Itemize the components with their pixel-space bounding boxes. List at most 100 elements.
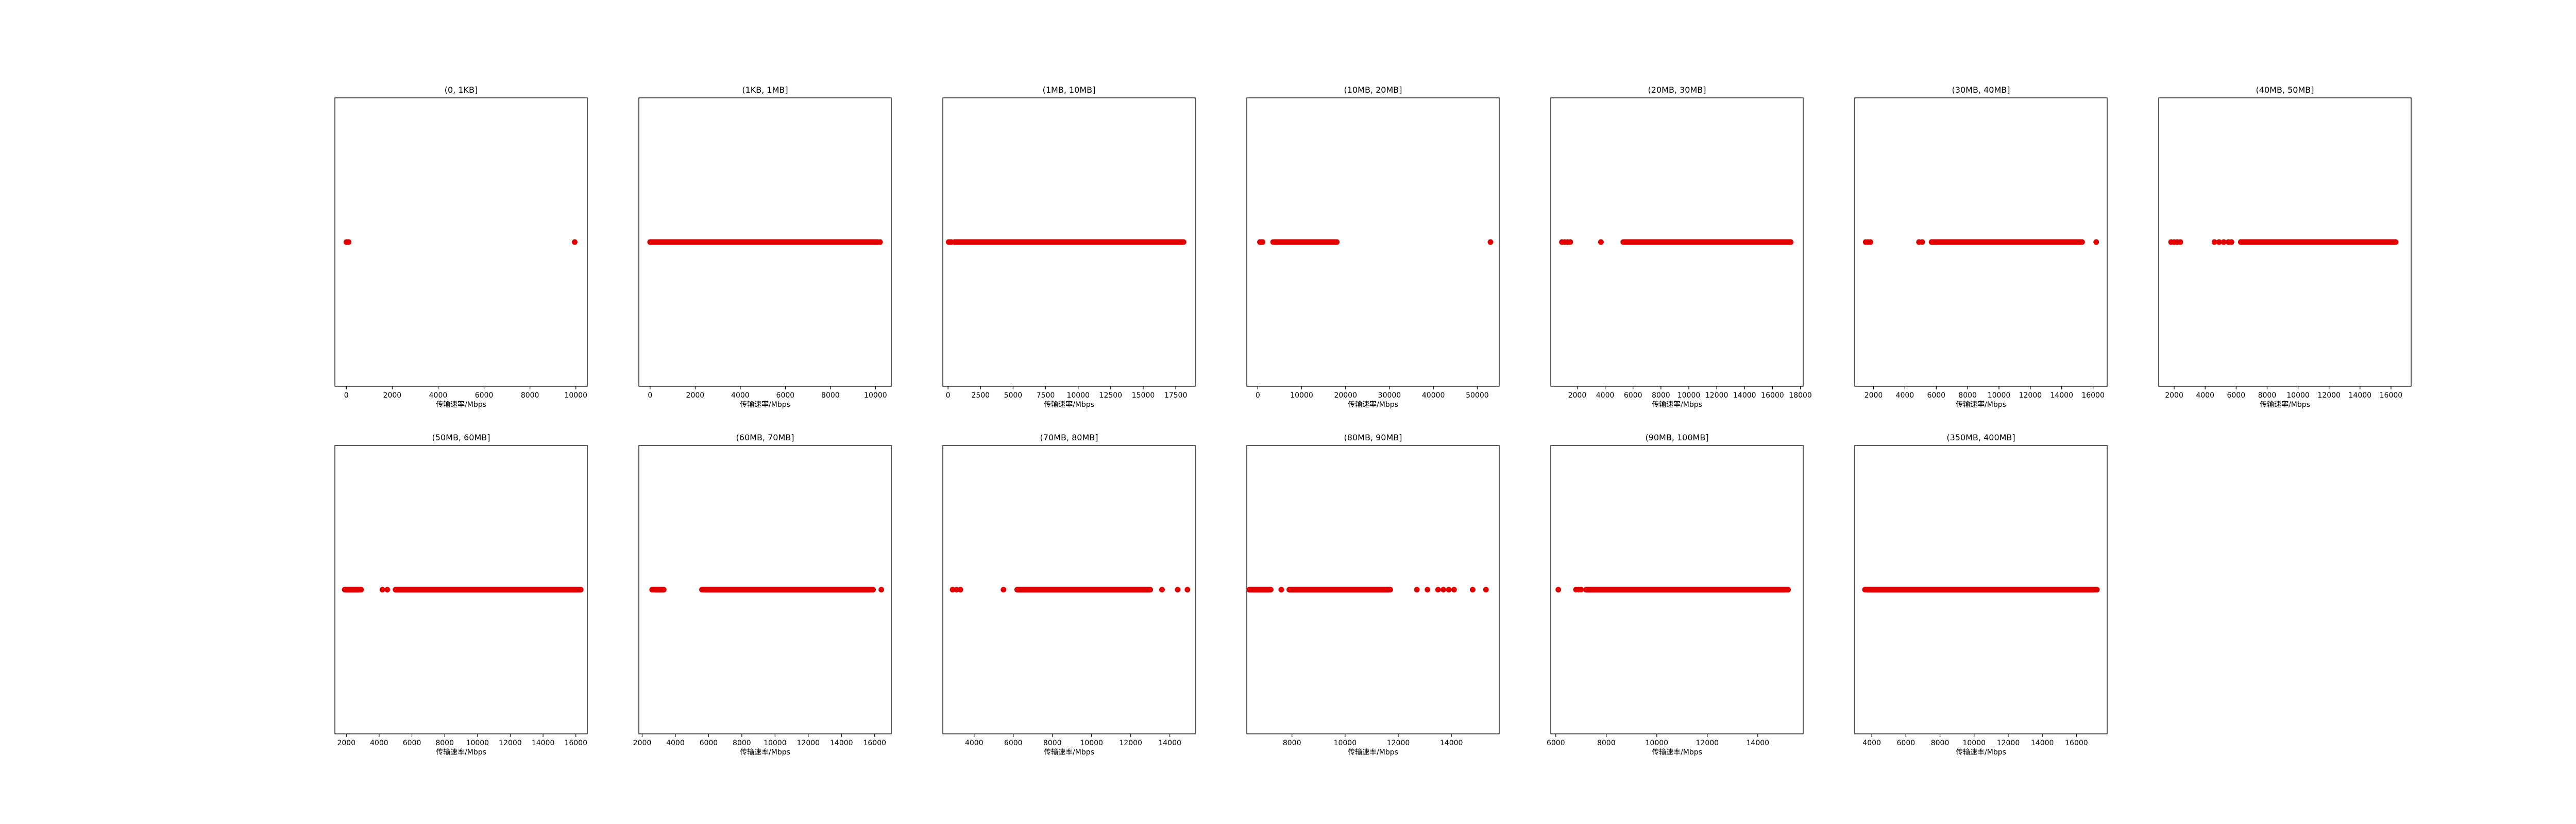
x-tick-label: 0: [344, 391, 349, 400]
data-point: [957, 587, 963, 593]
subplot-title: (1KB, 1MB]: [742, 85, 788, 95]
x-tick-label: 12000: [1696, 739, 1719, 747]
data-point: [2211, 239, 2217, 245]
data-point: [1159, 587, 1165, 593]
x-axis-label: 传输速率/Mbps: [1652, 748, 1702, 757]
axes-frame: [942, 97, 1196, 387]
data-point: [379, 587, 385, 593]
x-tick-label: 2500: [971, 391, 990, 400]
x-tick-label: 14000: [532, 739, 555, 747]
data-point: [2216, 239, 2222, 245]
data-point: [1175, 587, 1181, 593]
x-tick-label: 6000: [1897, 739, 1916, 747]
x-tick-label: 8000: [1931, 739, 1950, 747]
x-tick-label: 14000: [830, 739, 853, 747]
subplot-title: (50MB, 60MB]: [432, 433, 490, 442]
x-tick-label: 16000: [2065, 739, 2088, 747]
x-tick-label: 0: [1256, 391, 1260, 400]
x-tick-label: 0: [648, 391, 652, 400]
x-tick-label: 0: [946, 391, 951, 400]
x-tick-label: 4000: [370, 739, 388, 747]
data-point: [878, 587, 885, 593]
axes-frame: [1246, 97, 1500, 387]
axes-frame: [942, 445, 1196, 734]
subplot-title: (0, 1KB]: [445, 85, 478, 95]
x-tick-label: 12000: [2019, 391, 2042, 400]
data-point: [1867, 239, 1873, 245]
x-tick-label: 6000: [1004, 739, 1023, 747]
subplot-title: (90MB, 100MB]: [1645, 433, 1708, 442]
x-tick-label: 10000: [1080, 739, 1103, 747]
x-tick-label: 6000: [403, 739, 421, 747]
subplot-panel: (0, 1KB] 0 2000 4000 6000 8000 10000 传输速率/Mbps: [334, 85, 588, 409]
subplot-title: (70MB, 80MB]: [1040, 433, 1098, 442]
data-point: [1578, 587, 1584, 593]
subplot-panel: (10MB, 20MB] 0 10000 20000 30000 40000 50000 传输…: [1246, 85, 1500, 409]
x-axis-label: 传输速率/Mbps: [1044, 400, 1094, 409]
x-tick-label: 16000: [564, 739, 587, 747]
subplot-panel: (80MB, 90MB] 8000 10000 12000 14000 传输速率/Mbps: [1246, 433, 1500, 757]
subplot-panel: (70MB, 80MB] 4000 6000 8000 10000 12000 14000 传…: [942, 433, 1196, 757]
data-point: [1435, 587, 1441, 593]
x-tick-label: 20000: [1334, 391, 1357, 400]
axes-frame: [334, 97, 588, 387]
x-tick-label: 14000: [2349, 391, 2372, 400]
data-point: [2221, 239, 2227, 245]
x-tick-label: 16000: [863, 739, 886, 747]
x-axis-label: 传输速率/Mbps: [1956, 400, 2006, 409]
x-tick-label: 15000: [1132, 391, 1155, 400]
x-tick-label: 8000: [821, 391, 840, 400]
subplot-panel: (50MB, 60MB] 2000 4000 6000 8000 10000 12000 14…: [334, 433, 588, 757]
x-tick-label: 4000: [1862, 739, 1881, 747]
x-tick-label: 17500: [1164, 391, 1188, 400]
data-point: [1487, 239, 1494, 245]
x-tick-label: 4000: [666, 739, 685, 747]
data-point: [384, 587, 391, 593]
x-tick-label: 10000: [1677, 391, 1701, 400]
subplot-title: (30MB, 40MB]: [1952, 85, 2010, 95]
x-tick-label: 14000: [1158, 739, 1181, 747]
x-tick-label: 12000: [1997, 739, 2020, 747]
x-tick-label: 12000: [797, 739, 820, 747]
x-tick-label: 8000: [1652, 391, 1670, 400]
x-tick-label: 8000: [1958, 391, 1977, 400]
x-tick-label: 10000: [1962, 739, 1986, 747]
x-tick-label: 12000: [2317, 391, 2341, 400]
subplot-panel: (30MB, 40MB] 2000 4000 6000 8000 10000 12000 14…: [1854, 85, 2108, 409]
axes-frame: [1550, 445, 1804, 734]
x-tick-label: 2000: [1865, 391, 1883, 400]
data-point: [1919, 239, 1925, 245]
data-point: [877, 239, 883, 245]
x-tick-label: 2000: [686, 391, 705, 400]
x-tick-label: 4000: [1596, 391, 1615, 400]
data-point: [572, 239, 578, 245]
x-tick-label: 8000: [733, 739, 751, 747]
x-tick-label: 8000: [1283, 739, 1301, 747]
x-tick-label: 14000: [1440, 739, 1463, 747]
subplot-title: (20MB, 30MB]: [1648, 85, 1706, 95]
x-tick-label: 4000: [429, 391, 448, 400]
x-tick-label: 6000: [776, 391, 795, 400]
x-axis-label: 传输速率/Mbps: [1044, 748, 1094, 757]
x-axis-label: 传输速率/Mbps: [2260, 400, 2310, 409]
x-axis-label: 传输速率/Mbps: [1652, 400, 1702, 409]
x-tick-label: 8000: [435, 739, 454, 747]
data-point: [2228, 239, 2234, 245]
x-tick-label: 12000: [1387, 739, 1410, 747]
x-tick-label: 10000: [1646, 739, 1669, 747]
x-tick-label: 12500: [1099, 391, 1123, 400]
axes-frame: [1550, 97, 1804, 387]
x-tick-label: 2000: [337, 739, 355, 747]
x-tick-label: 16000: [1761, 391, 1784, 400]
x-tick-label: 30000: [1378, 391, 1401, 400]
data-point: [1278, 587, 1284, 593]
subplot-panel: (350MB, 400MB] 4000 6000 8000 10000 12000 1400…: [1854, 433, 2108, 757]
x-tick-label: 2000: [383, 391, 402, 400]
x-tick-label: 12000: [1119, 739, 1142, 747]
subplot-title: (60MB, 70MB]: [736, 433, 794, 442]
subplot-title: (40MB, 50MB]: [2256, 85, 2314, 95]
data-point: [948, 239, 954, 245]
data-point: [1567, 239, 1573, 245]
subplot-title: (1MB, 10MB]: [1043, 85, 1096, 95]
